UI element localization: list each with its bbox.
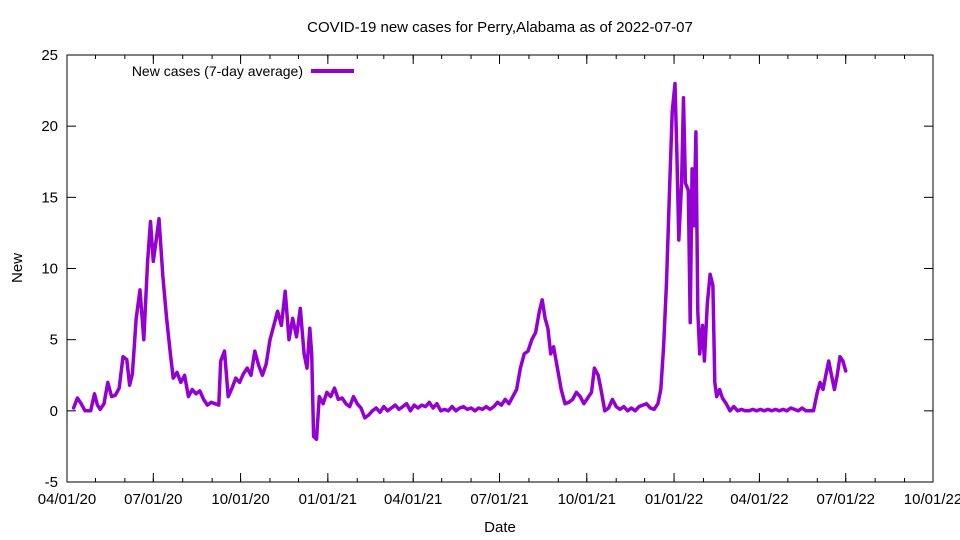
y-tick-label: 25	[41, 47, 58, 64]
legend-label: New cases (7-day average)	[132, 63, 303, 79]
plot-frame	[66, 54, 934, 483]
x-tick-label: 10/01/20	[211, 491, 269, 508]
y-tick-label: 0	[50, 403, 58, 420]
x-axis: 04/01/20 07/01/20 10/01/20 01/01/21 04/01/21…	[38, 55, 960, 508]
y-tick-label: 10	[41, 261, 58, 278]
x-tick-label: 07/01/21	[470, 491, 528, 508]
x-axis-title: Date	[484, 519, 516, 536]
x-tick-label: 10/01/21	[558, 491, 616, 508]
series-line	[71, 81, 848, 442]
series-group	[71, 81, 848, 442]
x-tick-label: 04/01/20	[38, 491, 96, 508]
x-tick-label: 07/01/20	[124, 491, 182, 508]
y-axis: -5 0 5 10 15 20 25	[41, 47, 933, 491]
legend: New cases (7-day average)	[132, 63, 354, 79]
y-axis-title: New	[9, 253, 26, 283]
chart-title: COVID-19 new cases for Perry,Alabama as …	[307, 19, 693, 36]
x-tick-label: 04/01/22	[730, 491, 788, 508]
y-tick-label: 20	[41, 118, 58, 135]
x-tick-label: 10/01/22	[904, 491, 960, 508]
x-tick-label: 01/01/21	[299, 491, 357, 508]
x-tick-label: 04/01/21	[384, 491, 442, 508]
y-tick-label: -5	[45, 474, 58, 491]
x-tick-label: 07/01/22	[817, 491, 875, 508]
y-tick-label: 5	[50, 332, 58, 349]
x-tick-label: 01/01/22	[645, 491, 703, 508]
y-tick-label: 15	[41, 189, 58, 206]
